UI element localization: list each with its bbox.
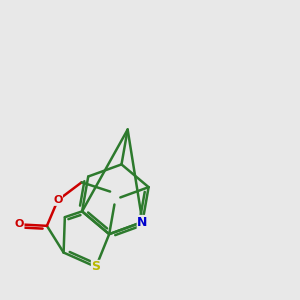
Text: O: O — [14, 219, 24, 230]
Text: N: N — [137, 215, 148, 229]
Text: O: O — [53, 195, 62, 205]
Text: S: S — [92, 260, 100, 273]
